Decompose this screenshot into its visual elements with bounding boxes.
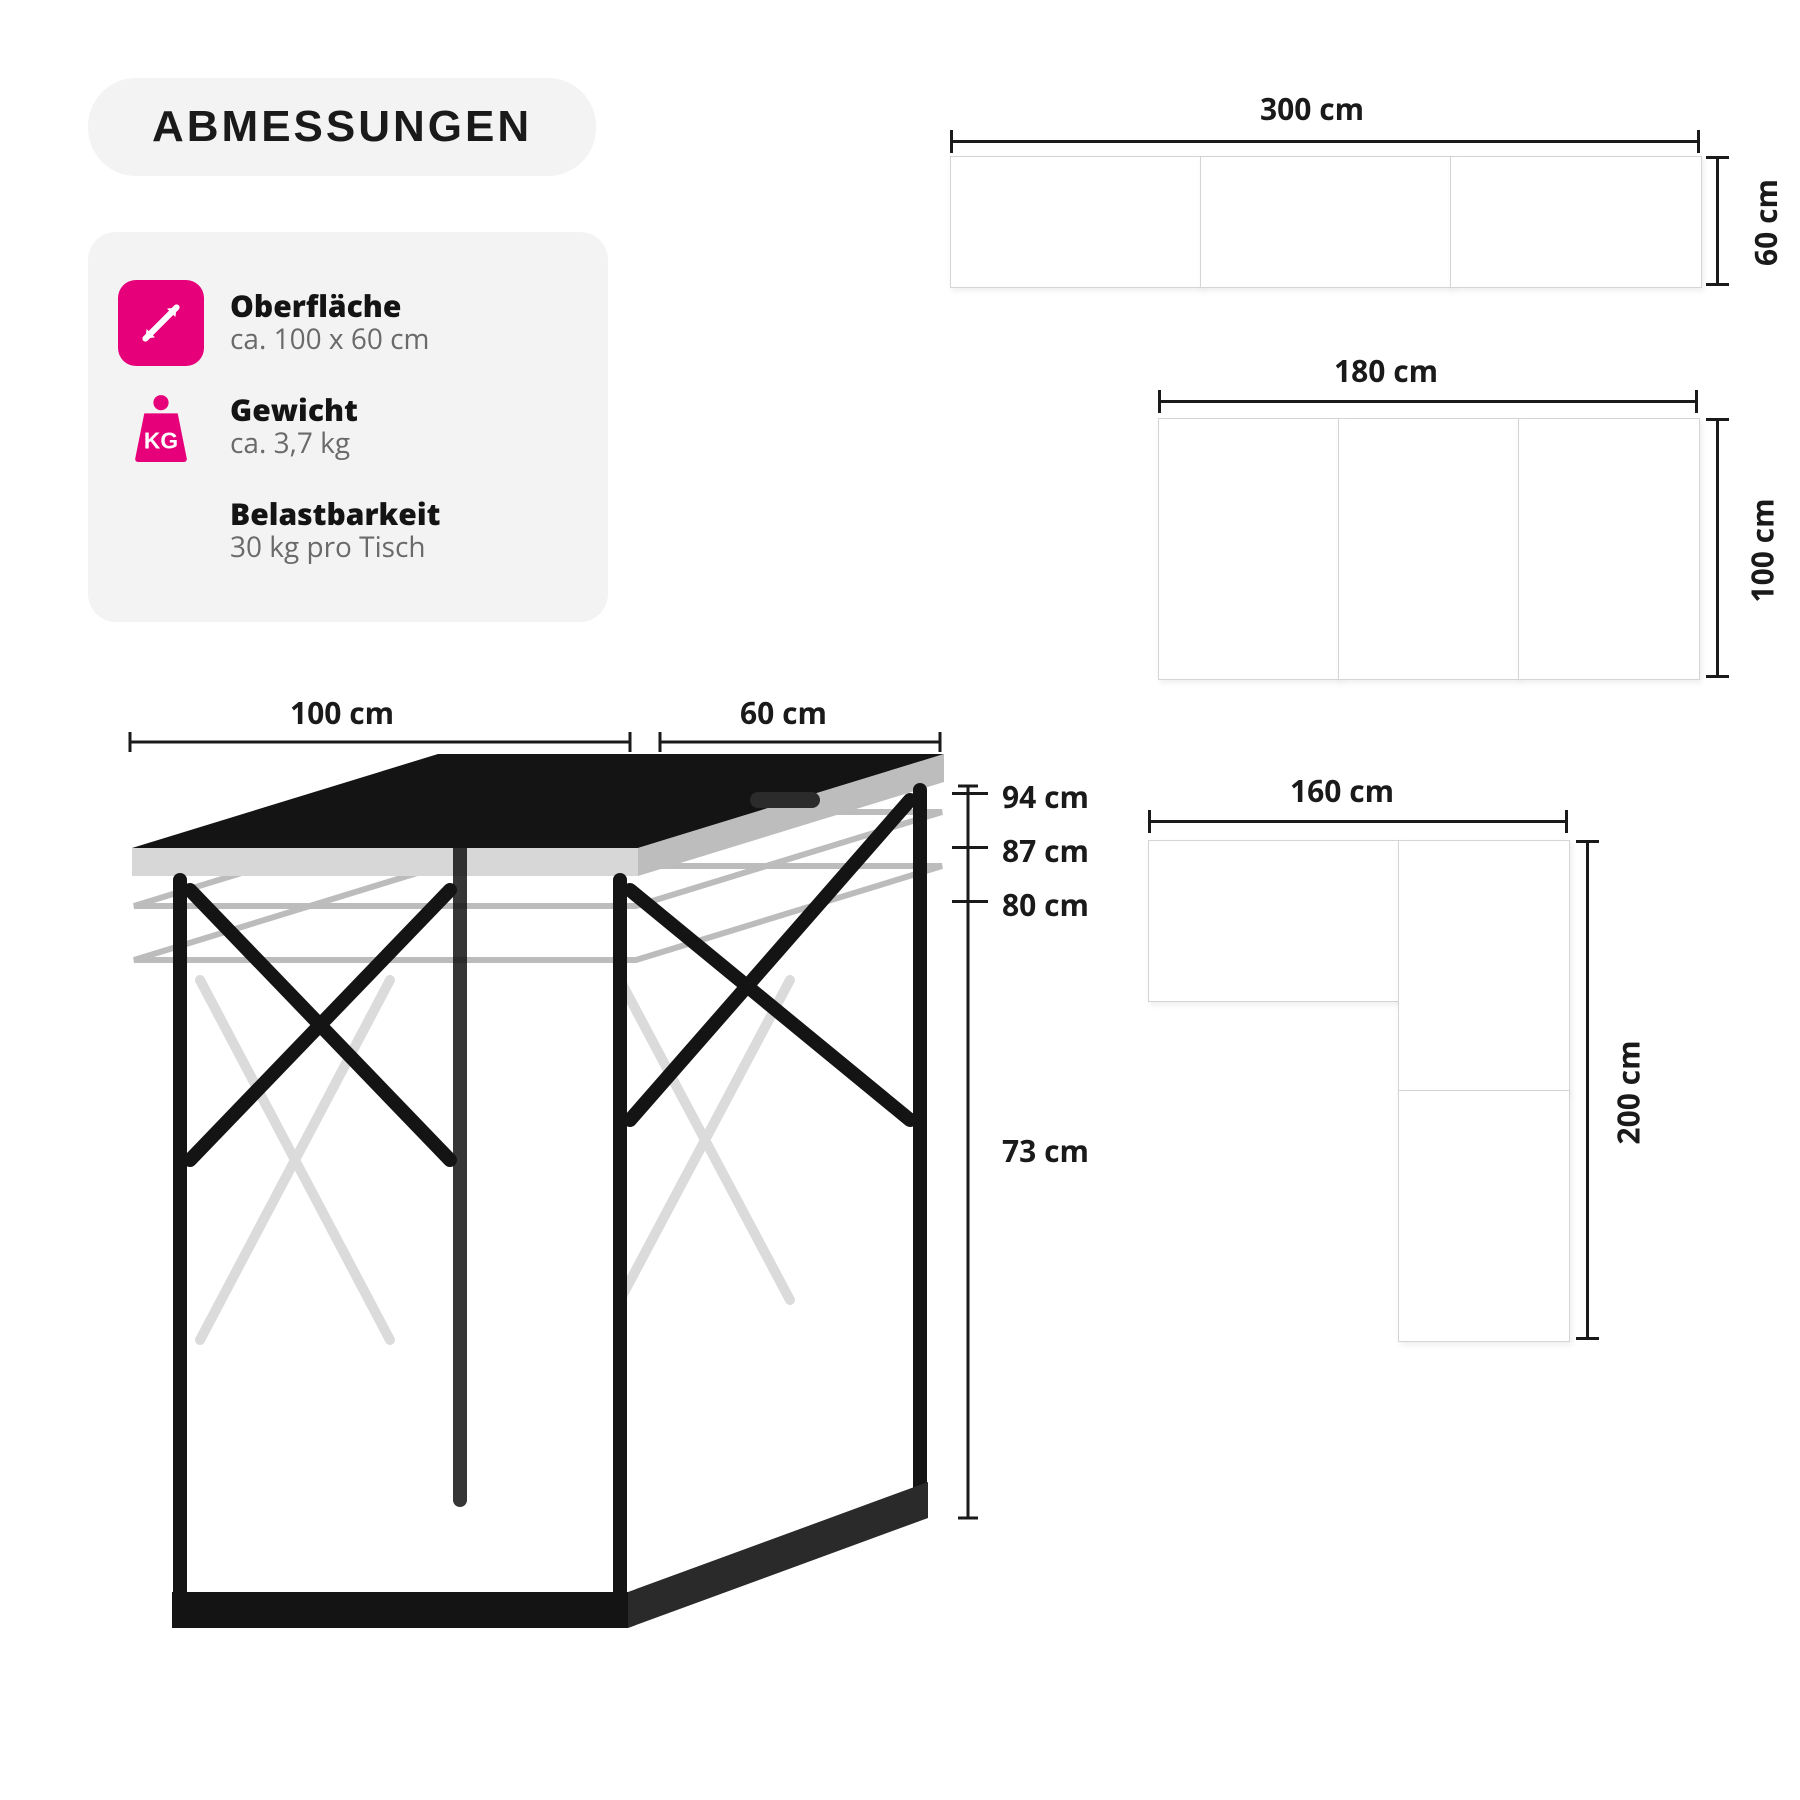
spec-surface-value: ca. 100 x 60 cm <box>230 323 429 357</box>
spec-load-value: 30 kg pro Tisch <box>230 531 440 565</box>
layout3-panel-1 <box>1148 840 1400 1002</box>
layout2-height-label: 100 cm <box>1742 498 1783 602</box>
spec-weight-label: Gewicht <box>230 393 358 428</box>
layout3-panel-3 <box>1398 1090 1570 1342</box>
title-pill: ABMESSUNGEN <box>88 78 596 176</box>
layout1-height-label: 60 cm <box>1745 179 1786 266</box>
layout2-panel-2 <box>1338 418 1520 680</box>
tick-80 <box>952 900 988 903</box>
spec-card: Oberfläche ca. 100 x 60 cm KG Gewicht ca… <box>88 232 608 622</box>
layout1-panel-2 <box>1200 156 1452 288</box>
layout1-height-bar <box>1716 156 1719 286</box>
spec-surface-label: Oberfläche <box>230 289 429 324</box>
spec-row-weight: KG Gewicht ca. 3,7 kg <box>118 384 574 470</box>
load-icon <box>118 488 204 574</box>
tick-87 <box>952 846 988 849</box>
height-80: 80 cm <box>1002 884 1089 925</box>
height-87: 87 cm <box>1002 830 1089 871</box>
spec-load-label: Belastbarkeit <box>230 497 440 532</box>
spec-row-surface: Oberfläche ca. 100 x 60 cm <box>118 280 574 366</box>
layout3-width-label: 160 cm <box>1290 770 1394 811</box>
surface-icon <box>118 280 204 366</box>
layout1-panel-1 <box>950 156 1202 288</box>
table-illustration <box>60 680 1120 1680</box>
svg-text:KG: KG <box>144 427 178 453</box>
layout3-width-bar <box>1148 820 1568 823</box>
infographic-root: ABMESSUNGEN Oberfläche ca. 100 x 60 cm <box>0 0 1800 1800</box>
layout2-panel-3 <box>1518 418 1700 680</box>
height-94: 94 cm <box>1002 776 1089 817</box>
height-73: 73 cm <box>1002 1130 1089 1171</box>
spec-weight-value: ca. 3,7 kg <box>230 427 358 461</box>
table-depth-label: 60 cm <box>740 692 827 733</box>
layout3-panel-2 <box>1398 840 1570 1092</box>
layout2-width-bar <box>1158 400 1698 403</box>
spec-row-load: Belastbarkeit 30 kg pro Tisch <box>118 488 574 574</box>
table-width-label: 100 cm <box>290 692 394 733</box>
tick-94 <box>952 792 988 795</box>
weight-icon: KG <box>118 384 204 470</box>
layout1-width-label: 300 cm <box>1260 88 1364 129</box>
layout2-panel-1 <box>1158 418 1340 680</box>
layout1-width-bar <box>950 140 1700 143</box>
layout2-width-label: 180 cm <box>1334 350 1438 391</box>
layout3-height-label: 200 cm <box>1608 1040 1649 1144</box>
layout3-height-bar <box>1586 840 1589 1340</box>
layout1-panel-3 <box>1450 156 1702 288</box>
layout2-height-bar <box>1716 418 1719 678</box>
